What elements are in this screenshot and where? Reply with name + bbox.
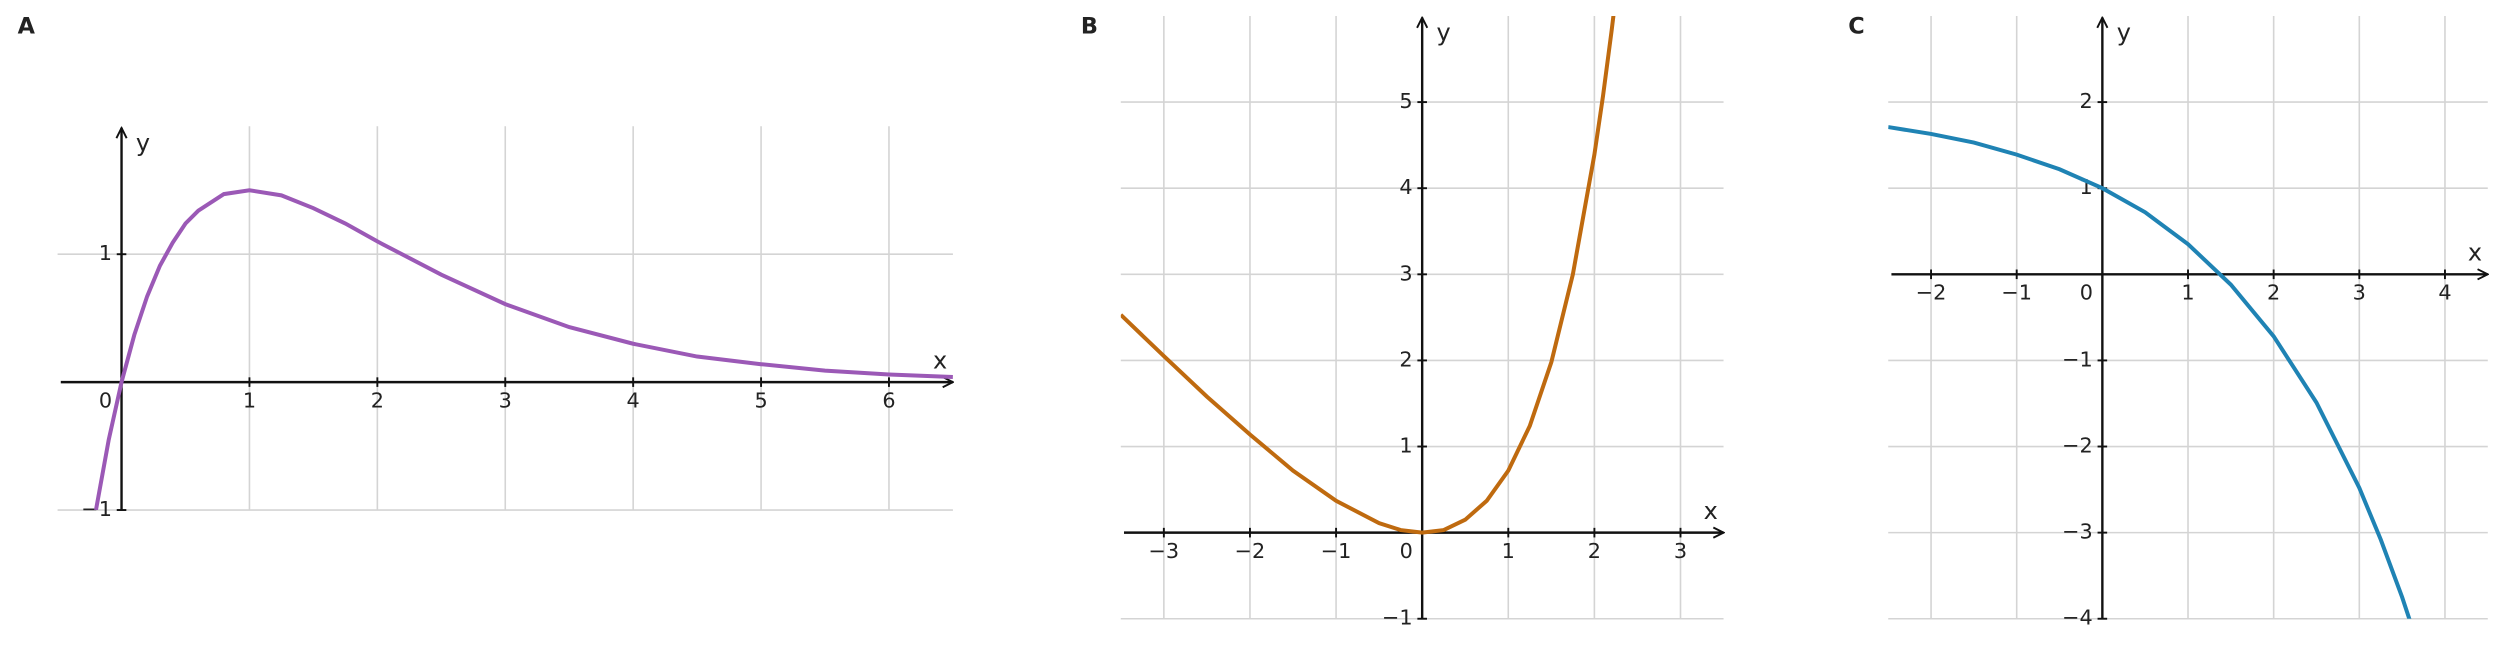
panel-label: C — [1848, 14, 1864, 40]
origin-label: 0 — [99, 388, 112, 412]
y-axis-label: y — [1437, 19, 1451, 47]
y-tick-label: 2 — [1399, 347, 1412, 371]
x-tick-label: 1 — [1502, 539, 1515, 563]
x-tick-label: 2 — [1588, 539, 1601, 563]
x-axis-label: x — [1704, 497, 1718, 525]
x-axis-label: x — [2468, 239, 2482, 267]
x-tick-label: 1 — [2181, 280, 2194, 304]
subplot: Bx y −3 −2 −1 0 1 2 3 −1 1 2 3 4 5 — [1081, 14, 1724, 630]
origin-label: 0 — [2080, 280, 2093, 304]
x-axis-label: x — [933, 346, 947, 374]
panel-label: B — [1081, 14, 1098, 40]
curve — [1888, 125, 2412, 619]
x-tick-label: 5 — [754, 388, 767, 412]
y-tick-label: −1 — [2062, 347, 2093, 371]
x-tick-label: 2 — [2267, 280, 2280, 304]
y-tick-label: 2 — [2080, 89, 2093, 113]
x-tick-label: 4 — [2438, 280, 2451, 304]
x-tick-label: −3 — [1149, 539, 1180, 563]
y-tick-label: 5 — [1399, 89, 1412, 113]
x-tick-label: 2 — [371, 388, 384, 412]
y-tick-label: −2 — [2062, 434, 2093, 458]
x-tick-label: 3 — [1674, 539, 1687, 563]
x-tick-label: 3 — [2353, 280, 2366, 304]
x-tick-label: 6 — [882, 388, 895, 412]
x-tick-label: 4 — [627, 388, 640, 412]
origin-label: 0 — [1400, 539, 1413, 563]
x-tick-label: −2 — [1235, 539, 1266, 563]
curve — [1120, 15, 1616, 535]
curve — [93, 188, 953, 511]
y-tick-label: −4 — [2062, 606, 2093, 630]
y-tick-label: 3 — [1399, 261, 1412, 285]
x-tick-label: −1 — [1321, 539, 1352, 563]
y-tick-label: −1 — [1382, 606, 1413, 630]
panel-label: A — [18, 14, 36, 40]
y-tick-label: 1 — [99, 241, 112, 265]
y-tick-label: 4 — [1399, 175, 1412, 199]
x-tick-label: 3 — [499, 388, 512, 412]
x-tick-label: −2 — [1916, 280, 1947, 304]
x-tick-label: 1 — [243, 388, 256, 412]
x-tick-label: −1 — [2001, 280, 2032, 304]
y-tick-label: −3 — [2062, 520, 2093, 544]
y-axis-label: y — [2117, 19, 2131, 47]
subplot: Cxy−2 −1 0 1 2 3 4−4−3−2−112 — [1848, 14, 2488, 630]
y-tick-label: 1 — [1399, 434, 1412, 458]
y-axis-label: y — [136, 129, 150, 157]
